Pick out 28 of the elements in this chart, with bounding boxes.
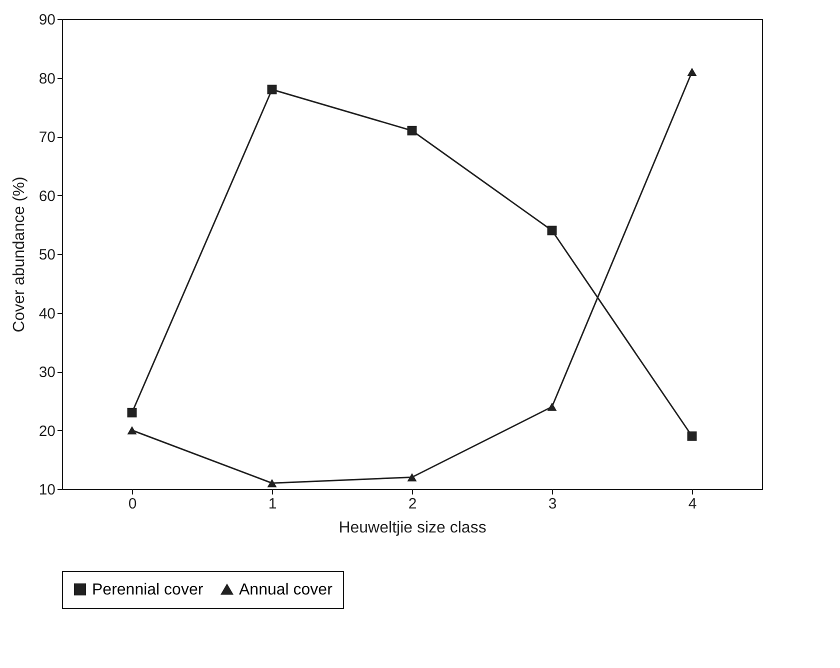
y-tick-label: 80 [38,70,56,88]
point [267,84,277,94]
point [687,431,697,441]
y-tick-label: 20 [38,422,56,440]
point [407,473,417,482]
y-tick-label: 70 [38,129,56,146]
y-tick-label: 50 [38,246,56,264]
legend-label: Annual cover [239,582,334,598]
y-tick-label: 10 [38,482,56,498]
x-axis-title: Heuweltjie size class [338,520,486,536]
y-tick-label: 40 [38,305,56,322]
point [547,226,557,236]
y-axis-title: Cover abundance (%) [10,176,28,332]
point [127,408,137,418]
y-tick-label: 30 [38,364,56,381]
y-tick-label: 60 [38,188,56,205]
point [407,126,417,136]
point [127,426,137,434]
point [547,402,557,411]
y-tick-label: 90 [38,12,56,28]
legend-label: Perennial cover [92,581,204,598]
x-tick-label: 0 [128,496,137,512]
x-tick-label: 3 [548,496,557,512]
point [267,479,277,488]
x-tick-label: 2 [408,496,417,512]
x-tick-label: 1 [268,496,277,512]
point [687,68,697,76]
x-tick-label: 4 [688,496,697,512]
